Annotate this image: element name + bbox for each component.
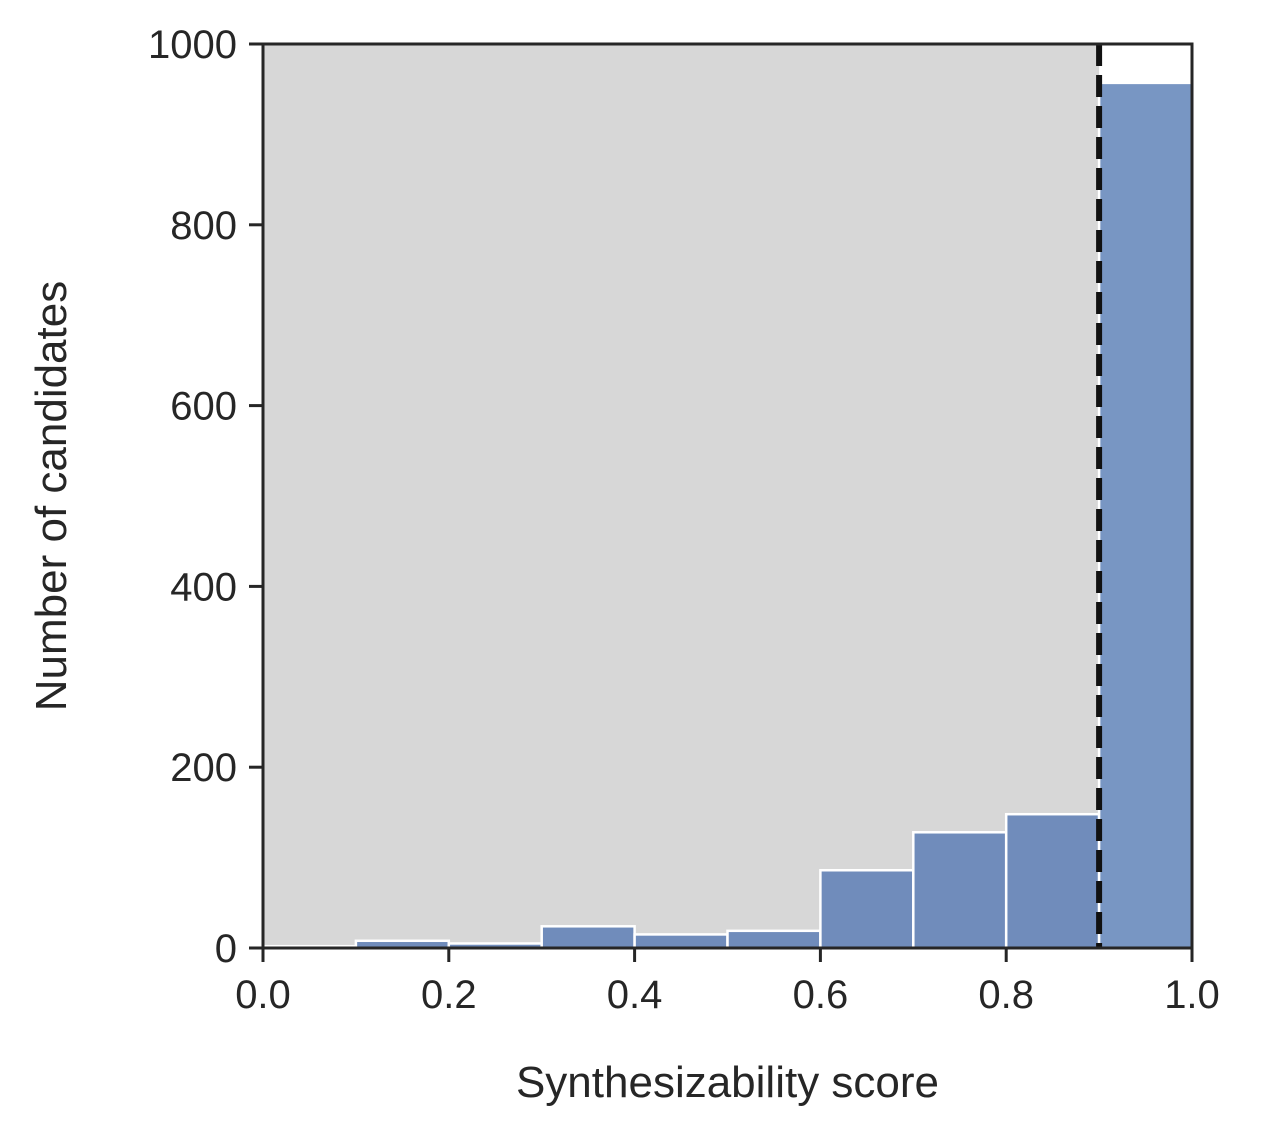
bars-layer xyxy=(261,81,1194,950)
shaded-region xyxy=(263,44,1100,948)
ticks-layer: 0.0 0.2 0.4 0.6 0.8 1.0 0 200 400 600 800 1000 xyxy=(148,23,1220,1017)
x-tick-label: 1.0 xyxy=(1164,973,1220,1017)
x-axis-label: Synthesizability score xyxy=(516,1058,939,1107)
y-tick-label: 400 xyxy=(170,565,237,609)
x-tick-label: 0.6 xyxy=(793,973,849,1017)
histogram-bar xyxy=(1004,812,1101,950)
y-tick-label: 1000 xyxy=(148,23,237,67)
x-tick-label: 0.0 xyxy=(235,973,291,1017)
y-tick-label: 800 xyxy=(170,204,237,248)
histogram-bar xyxy=(726,929,822,950)
histogram-bar xyxy=(819,869,915,950)
shaded-region-layer xyxy=(263,44,1100,948)
y-tick-label: 600 xyxy=(170,385,237,429)
y-tick-label: 200 xyxy=(170,746,237,790)
plot-frame xyxy=(261,42,1194,950)
y-axis-label: Number of candidates xyxy=(27,281,76,711)
plot-frame-layer xyxy=(261,42,1194,950)
histogram-bar xyxy=(633,933,729,950)
x-tick-label: 0.2 xyxy=(421,973,477,1017)
x-tick-label: 0.4 xyxy=(607,973,663,1017)
y-tick-label: 0 xyxy=(215,927,237,971)
histogram-bar xyxy=(540,925,636,950)
histogram-bar xyxy=(1097,81,1194,950)
x-tick-label: 0.8 xyxy=(978,973,1034,1017)
histogram-bar xyxy=(912,831,1008,950)
labels-layer: Synthesizability score Number of candida… xyxy=(27,281,939,1107)
